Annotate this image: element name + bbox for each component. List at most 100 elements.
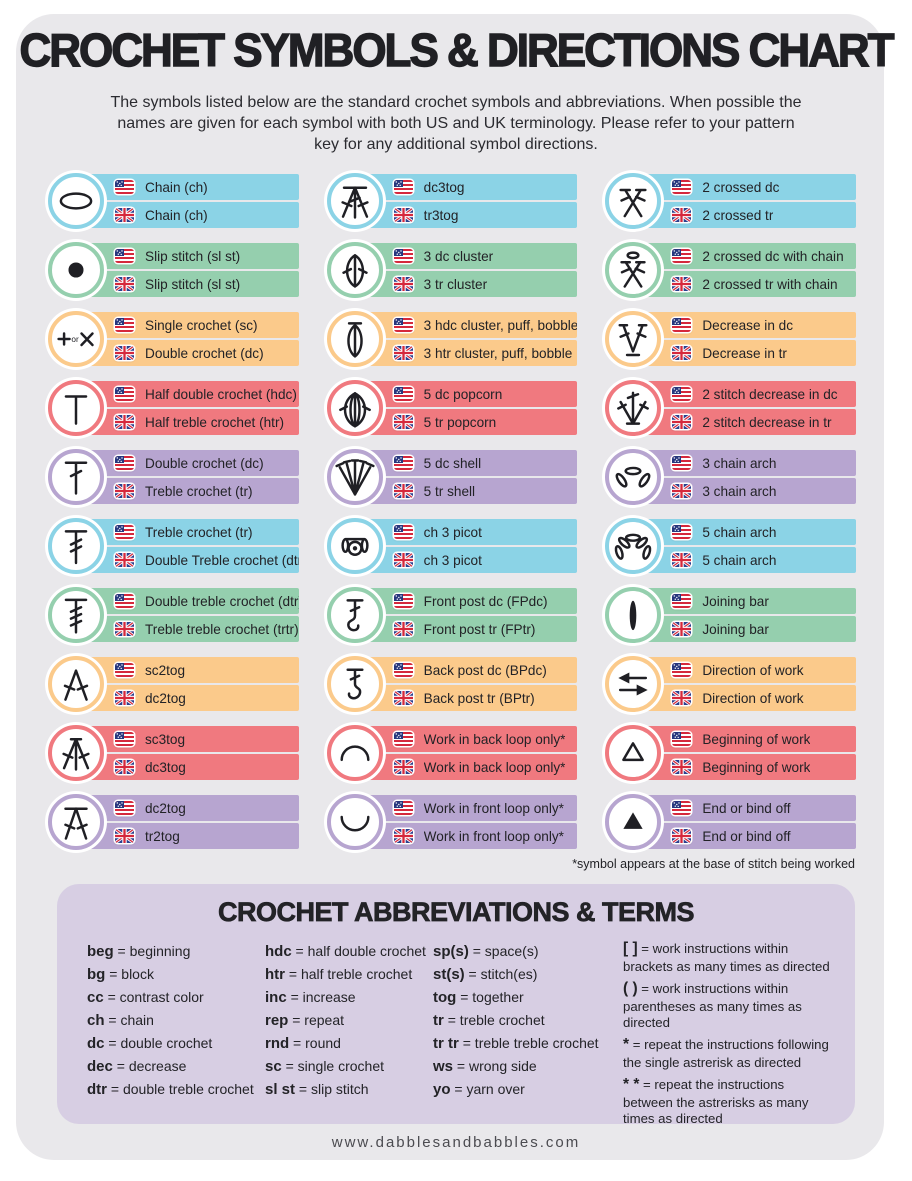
symbol-entry: dc2tog tr2tog bbox=[48, 791, 299, 853]
uk-flag-icon bbox=[672, 691, 692, 705]
uk-term-label: End or bind off bbox=[702, 828, 791, 844]
symbol-entry: Work in back loop only* Work in back loo… bbox=[326, 722, 578, 784]
us-term-label: Front post dc (FPdc) bbox=[423, 593, 548, 609]
abbreviation-definition: = treble treble crochet bbox=[458, 1035, 599, 1051]
symbol-entry: Beginning of work Beginning of work bbox=[605, 722, 857, 784]
uk-flag-icon bbox=[115, 691, 134, 705]
half-double-crochet-icon bbox=[64, 395, 88, 425]
term-band: Double crochet (dc) Treble crochet (tr) bbox=[77, 450, 299, 504]
symbol-circle bbox=[605, 380, 662, 436]
us-term-row: Direction of work bbox=[634, 657, 857, 683]
front-post-icon bbox=[346, 599, 364, 632]
uk-term-label: tr2tog bbox=[145, 828, 180, 844]
uk-term-row: Direction of work bbox=[634, 685, 857, 711]
uk-term-row: Treble crochet (tr) bbox=[77, 478, 299, 504]
abbreviation-definition: = yarn over bbox=[450, 1081, 525, 1097]
chain-arch-3-icon bbox=[615, 466, 651, 488]
term-band: Half double crochet (hdc) Half treble cr… bbox=[77, 381, 299, 435]
abbreviation-definition: = stitch(es) bbox=[464, 966, 538, 982]
abbreviation-item: beg = beginning bbox=[87, 940, 265, 963]
us-term-row: dc2tog bbox=[77, 795, 299, 821]
symbol-entry: Half double crochet (hdc) Half treble cr… bbox=[48, 377, 299, 439]
abbreviation-key: dc bbox=[87, 1035, 105, 1052]
uk-term-row: tr3tog bbox=[355, 202, 578, 228]
term-band: End or bind off End or bind off bbox=[634, 795, 857, 849]
sc3tog-icon bbox=[62, 738, 90, 771]
uk-term-label: tr3tog bbox=[423, 207, 459, 223]
abbreviation-definition: = chain bbox=[104, 1012, 154, 1028]
uk-flag-icon bbox=[115, 208, 134, 222]
abbreviation-item: st(s) = stitch(es) bbox=[433, 963, 623, 986]
symbol-entry: 2 crossed dc with chain 2 crossed tr wit… bbox=[605, 239, 857, 301]
term-band: Direction of work Direction of work bbox=[634, 657, 857, 711]
uk-flag-icon bbox=[115, 829, 134, 843]
abbreviation-item: * = repeat the instructions following th… bbox=[623, 1036, 835, 1071]
abbreviation-item: dc = double crochet bbox=[87, 1032, 265, 1055]
abbreviations-title: CROCHET ABBREVIATIONS & TERMS bbox=[217, 897, 695, 928]
abbreviation-key: hdc bbox=[265, 943, 292, 960]
abbreviation-item: rnd = round bbox=[265, 1032, 433, 1055]
us-term-row: sc3tog bbox=[77, 726, 299, 752]
us-term-row: Work in back loop only* bbox=[355, 726, 578, 752]
us-term-label: 3 hdc cluster, puff, bobble bbox=[423, 317, 578, 333]
uk-term-label: Direction of work bbox=[702, 690, 804, 706]
term-band: Work in front loop only* Work in front l… bbox=[355, 795, 578, 849]
abbreviation-definition: = single crochet bbox=[281, 1058, 385, 1074]
symbol-circle bbox=[48, 380, 104, 436]
us-flag-icon bbox=[672, 525, 692, 539]
abbreviation-definition: = space(s) bbox=[468, 943, 539, 959]
us-term-label: Chain (ch) bbox=[145, 179, 208, 195]
uk-term-label: dc2tog bbox=[145, 690, 186, 706]
abbreviations-column-2: hdc = half double crochet htr = half treb… bbox=[265, 940, 433, 1132]
symbol-circle bbox=[605, 794, 662, 850]
symbol-circle bbox=[48, 242, 104, 298]
uk-term-row: 5 chain arch bbox=[634, 547, 857, 573]
term-band: Decrease in dc Decrease in tr bbox=[634, 312, 857, 366]
symbol-entry: 2 stitch decrease in dc 2 stitch decreas… bbox=[605, 377, 857, 439]
us-term-label: 5 dc shell bbox=[423, 455, 482, 471]
abbreviations-columns: beg = beginning bg = block cc = contrast c… bbox=[57, 928, 855, 1132]
abbreviation-item: tr = treble crochet bbox=[433, 1009, 623, 1032]
uk-flag-icon bbox=[393, 208, 413, 222]
uk-term-label: Slip stitch (sl st) bbox=[145, 276, 241, 292]
abbreviation-definition: = round bbox=[289, 1035, 341, 1051]
us-flag-icon bbox=[393, 456, 413, 470]
us-term-label: Joining bar bbox=[702, 593, 769, 609]
abbreviation-item: dec = decrease bbox=[87, 1055, 265, 1078]
uk-term-label: 5 tr popcorn bbox=[423, 414, 497, 430]
abbreviation-item: sc = single crochet bbox=[265, 1055, 433, 1078]
uk-term-label: Back post tr (BPtr) bbox=[423, 690, 535, 706]
uk-term-row: dc2tog bbox=[77, 685, 299, 711]
website-footer: www.dabblesandbabbles.com bbox=[331, 1134, 581, 1151]
uk-flag-icon bbox=[393, 691, 413, 705]
stitch-decrease-icon bbox=[617, 391, 650, 425]
uk-flag-icon bbox=[672, 829, 692, 843]
abbreviation-item: * * = repeat the instructions between th… bbox=[623, 1076, 835, 1127]
us-flag-icon bbox=[672, 801, 692, 815]
us-term-row: Work in front loop only* bbox=[355, 795, 578, 821]
uk-flag-icon bbox=[672, 553, 692, 567]
us-term-label: Treble crochet (tr) bbox=[145, 524, 253, 540]
uk-term-row: Work in front loop only* bbox=[355, 823, 578, 849]
uk-term-label: Double Treble crochet (dtr) bbox=[145, 552, 299, 568]
symbol-entry: Work in front loop only* Work in front l… bbox=[326, 791, 578, 853]
shell-icon bbox=[335, 459, 375, 496]
uk-term-row: Double Treble crochet (dtr) bbox=[77, 547, 299, 573]
abbreviation-key: bg bbox=[87, 966, 106, 983]
term-band: 5 dc popcorn 5 tr popcorn bbox=[355, 381, 578, 435]
term-band: Double treble crochet (dtr) Treble trebl… bbox=[77, 588, 299, 642]
symbol-circle bbox=[48, 173, 104, 229]
symbol-entry: Back post dc (BPdc) Back post tr (BPtr) bbox=[326, 653, 578, 715]
symbol-entry: Chain (ch) Chain (ch) bbox=[48, 170, 299, 232]
symbol-entry: dc3tog tr3tog bbox=[326, 170, 578, 232]
term-band: dc2tog tr2tog bbox=[77, 795, 299, 849]
us-term-label: Direction of work bbox=[702, 662, 804, 678]
single-crochet-icon: or bbox=[57, 332, 94, 347]
uk-term-label: Chain (ch) bbox=[145, 207, 208, 223]
abbreviations-panel: CROCHET ABBREVIATIONS & TERMS beg = begi… bbox=[57, 884, 855, 1126]
us-term-row: Back post dc (BPdc) bbox=[355, 657, 578, 683]
double-crochet-icon bbox=[64, 461, 88, 495]
uk-term-label: Work in back loop only* bbox=[423, 759, 566, 775]
uk-term-row: Chain (ch) bbox=[77, 202, 299, 228]
